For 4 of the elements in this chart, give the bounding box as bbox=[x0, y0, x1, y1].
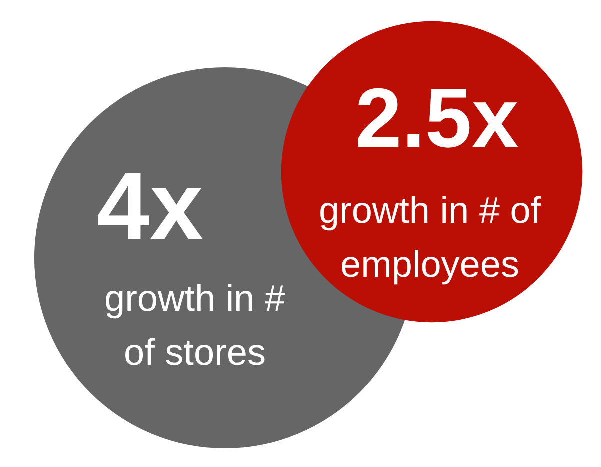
data-label: 2.5x bbox=[355, 71, 520, 165]
category-label: growth in # of employees bbox=[318, 190, 542, 285]
data-label: 4x bbox=[96, 153, 204, 260]
category-label: growth in # of stores bbox=[104, 278, 286, 373]
